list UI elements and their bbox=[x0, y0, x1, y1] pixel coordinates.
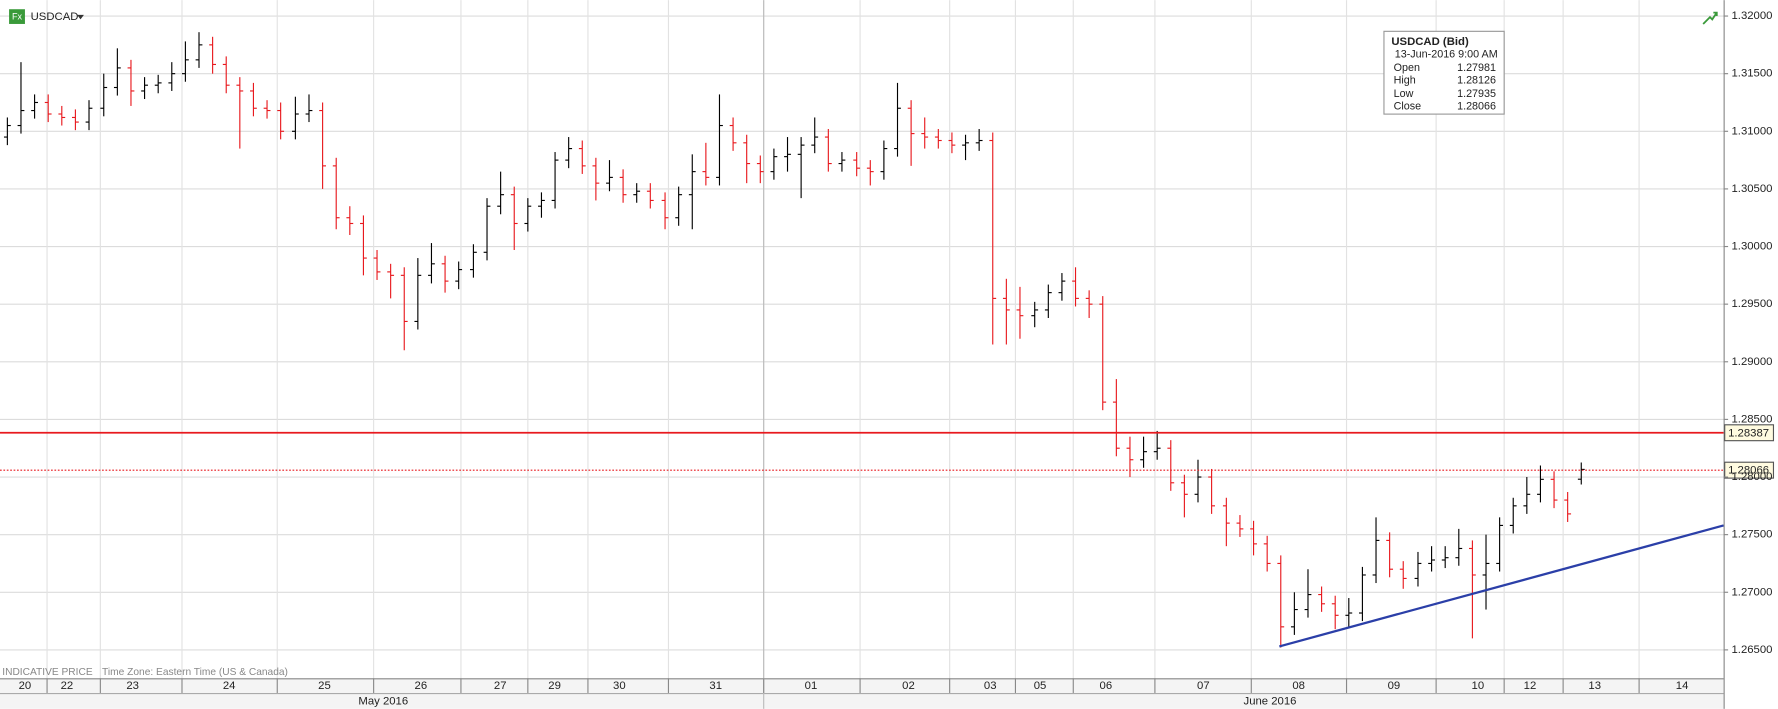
x-tick-label: 01 bbox=[805, 680, 818, 692]
x-tick-label: 29 bbox=[548, 680, 561, 692]
time-zone: Time Zone: Eastern Time (US & Canada) bbox=[102, 667, 288, 678]
x-tick-label: 10 bbox=[1472, 680, 1485, 692]
x-tick-label: 03 bbox=[984, 680, 997, 692]
y-tick-label: 1.30500 bbox=[1732, 183, 1773, 195]
price-level-box bbox=[1724, 424, 1775, 442]
x-tick-label: 07 bbox=[1197, 680, 1210, 692]
x-tick-label: 30 bbox=[613, 680, 626, 692]
x-tick-label: 31 bbox=[709, 680, 722, 692]
x-tick-label: 08 bbox=[1292, 680, 1305, 692]
x-tick-label: 27 bbox=[494, 680, 507, 692]
x-tick-label: 12 bbox=[1524, 680, 1537, 692]
tooltip-value: 1.27981 bbox=[1457, 62, 1496, 74]
y-tick-label: 1.28000 bbox=[1732, 471, 1773, 483]
symbol-dropdown[interactable] bbox=[77, 14, 84, 20]
x-tick-label: 25 bbox=[318, 680, 331, 692]
bars bbox=[3, 32, 1585, 648]
tooltip-box bbox=[1383, 30, 1505, 115]
tooltip: USDCAD (Bid) 13-Jun-2016 9:00 AM Open 1.… bbox=[1383, 30, 1505, 115]
y-tick-label: 1.31000 bbox=[1732, 125, 1773, 137]
y-tick-label: 1.29500 bbox=[1732, 298, 1773, 310]
tooltip-key: Low bbox=[1394, 88, 1414, 100]
x-tick-label: 13 bbox=[1588, 680, 1601, 692]
x-tick-label: 02 bbox=[902, 680, 915, 692]
trend-icon[interactable] bbox=[1702, 11, 1718, 25]
price-level-label: 1.28066 bbox=[1728, 465, 1769, 477]
overlay: 1.28387 1.28066 bbox=[0, 424, 1775, 648]
x-tick-label: 20 bbox=[19, 680, 32, 692]
fx-icon[interactable] bbox=[9, 9, 25, 24]
x-tick-label: 09 bbox=[1388, 680, 1401, 692]
y-tick-label: 1.31500 bbox=[1732, 68, 1773, 80]
footer-note: INDICATIVE PRICE bbox=[2, 667, 93, 678]
x-tick-label: 22 bbox=[61, 680, 74, 692]
x-tick-label: 23 bbox=[126, 680, 139, 692]
tooltip-key: Open bbox=[1394, 62, 1420, 74]
y-tick-label: 1.28500 bbox=[1732, 413, 1773, 425]
fx-icon-label: Fx bbox=[12, 12, 23, 22]
tooltip-time: 13-Jun-2016 9:00 AM bbox=[1395, 48, 1498, 60]
x-tick-label: 24 bbox=[223, 680, 236, 692]
y-tick-label: 1.30000 bbox=[1732, 241, 1773, 253]
trendline bbox=[1279, 524, 1724, 648]
tooltip-value: 1.28066 bbox=[1457, 101, 1496, 113]
price-level-box bbox=[1724, 461, 1775, 479]
y-tick-label: 1.26500 bbox=[1732, 644, 1773, 656]
x-tick-label: 14 bbox=[1676, 680, 1689, 692]
y-tick-label: 1.27500 bbox=[1732, 529, 1773, 541]
month-label: June 2016 bbox=[1244, 695, 1297, 707]
tooltip-title: USDCAD (Bid) bbox=[1391, 36, 1469, 48]
x-tick-label: 26 bbox=[415, 680, 428, 692]
y-tick-label: 1.29000 bbox=[1732, 356, 1773, 368]
x-tick-label: 06 bbox=[1100, 680, 1113, 692]
tooltip-value: 1.27935 bbox=[1457, 88, 1496, 100]
tooltip-value: 1.28126 bbox=[1457, 74, 1496, 86]
y-tick-label: 1.32000 bbox=[1732, 10, 1773, 22]
x-tick-label: 05 bbox=[1034, 680, 1047, 692]
tooltip-key: Close bbox=[1394, 101, 1422, 113]
symbol-label[interactable]: USDCAD bbox=[31, 11, 79, 23]
month-label: May 2016 bbox=[358, 695, 408, 707]
price-level-label: 1.28387 bbox=[1728, 427, 1769, 439]
tooltip-key: High bbox=[1394, 74, 1416, 86]
y-tick-label: 1.27000 bbox=[1732, 586, 1773, 598]
